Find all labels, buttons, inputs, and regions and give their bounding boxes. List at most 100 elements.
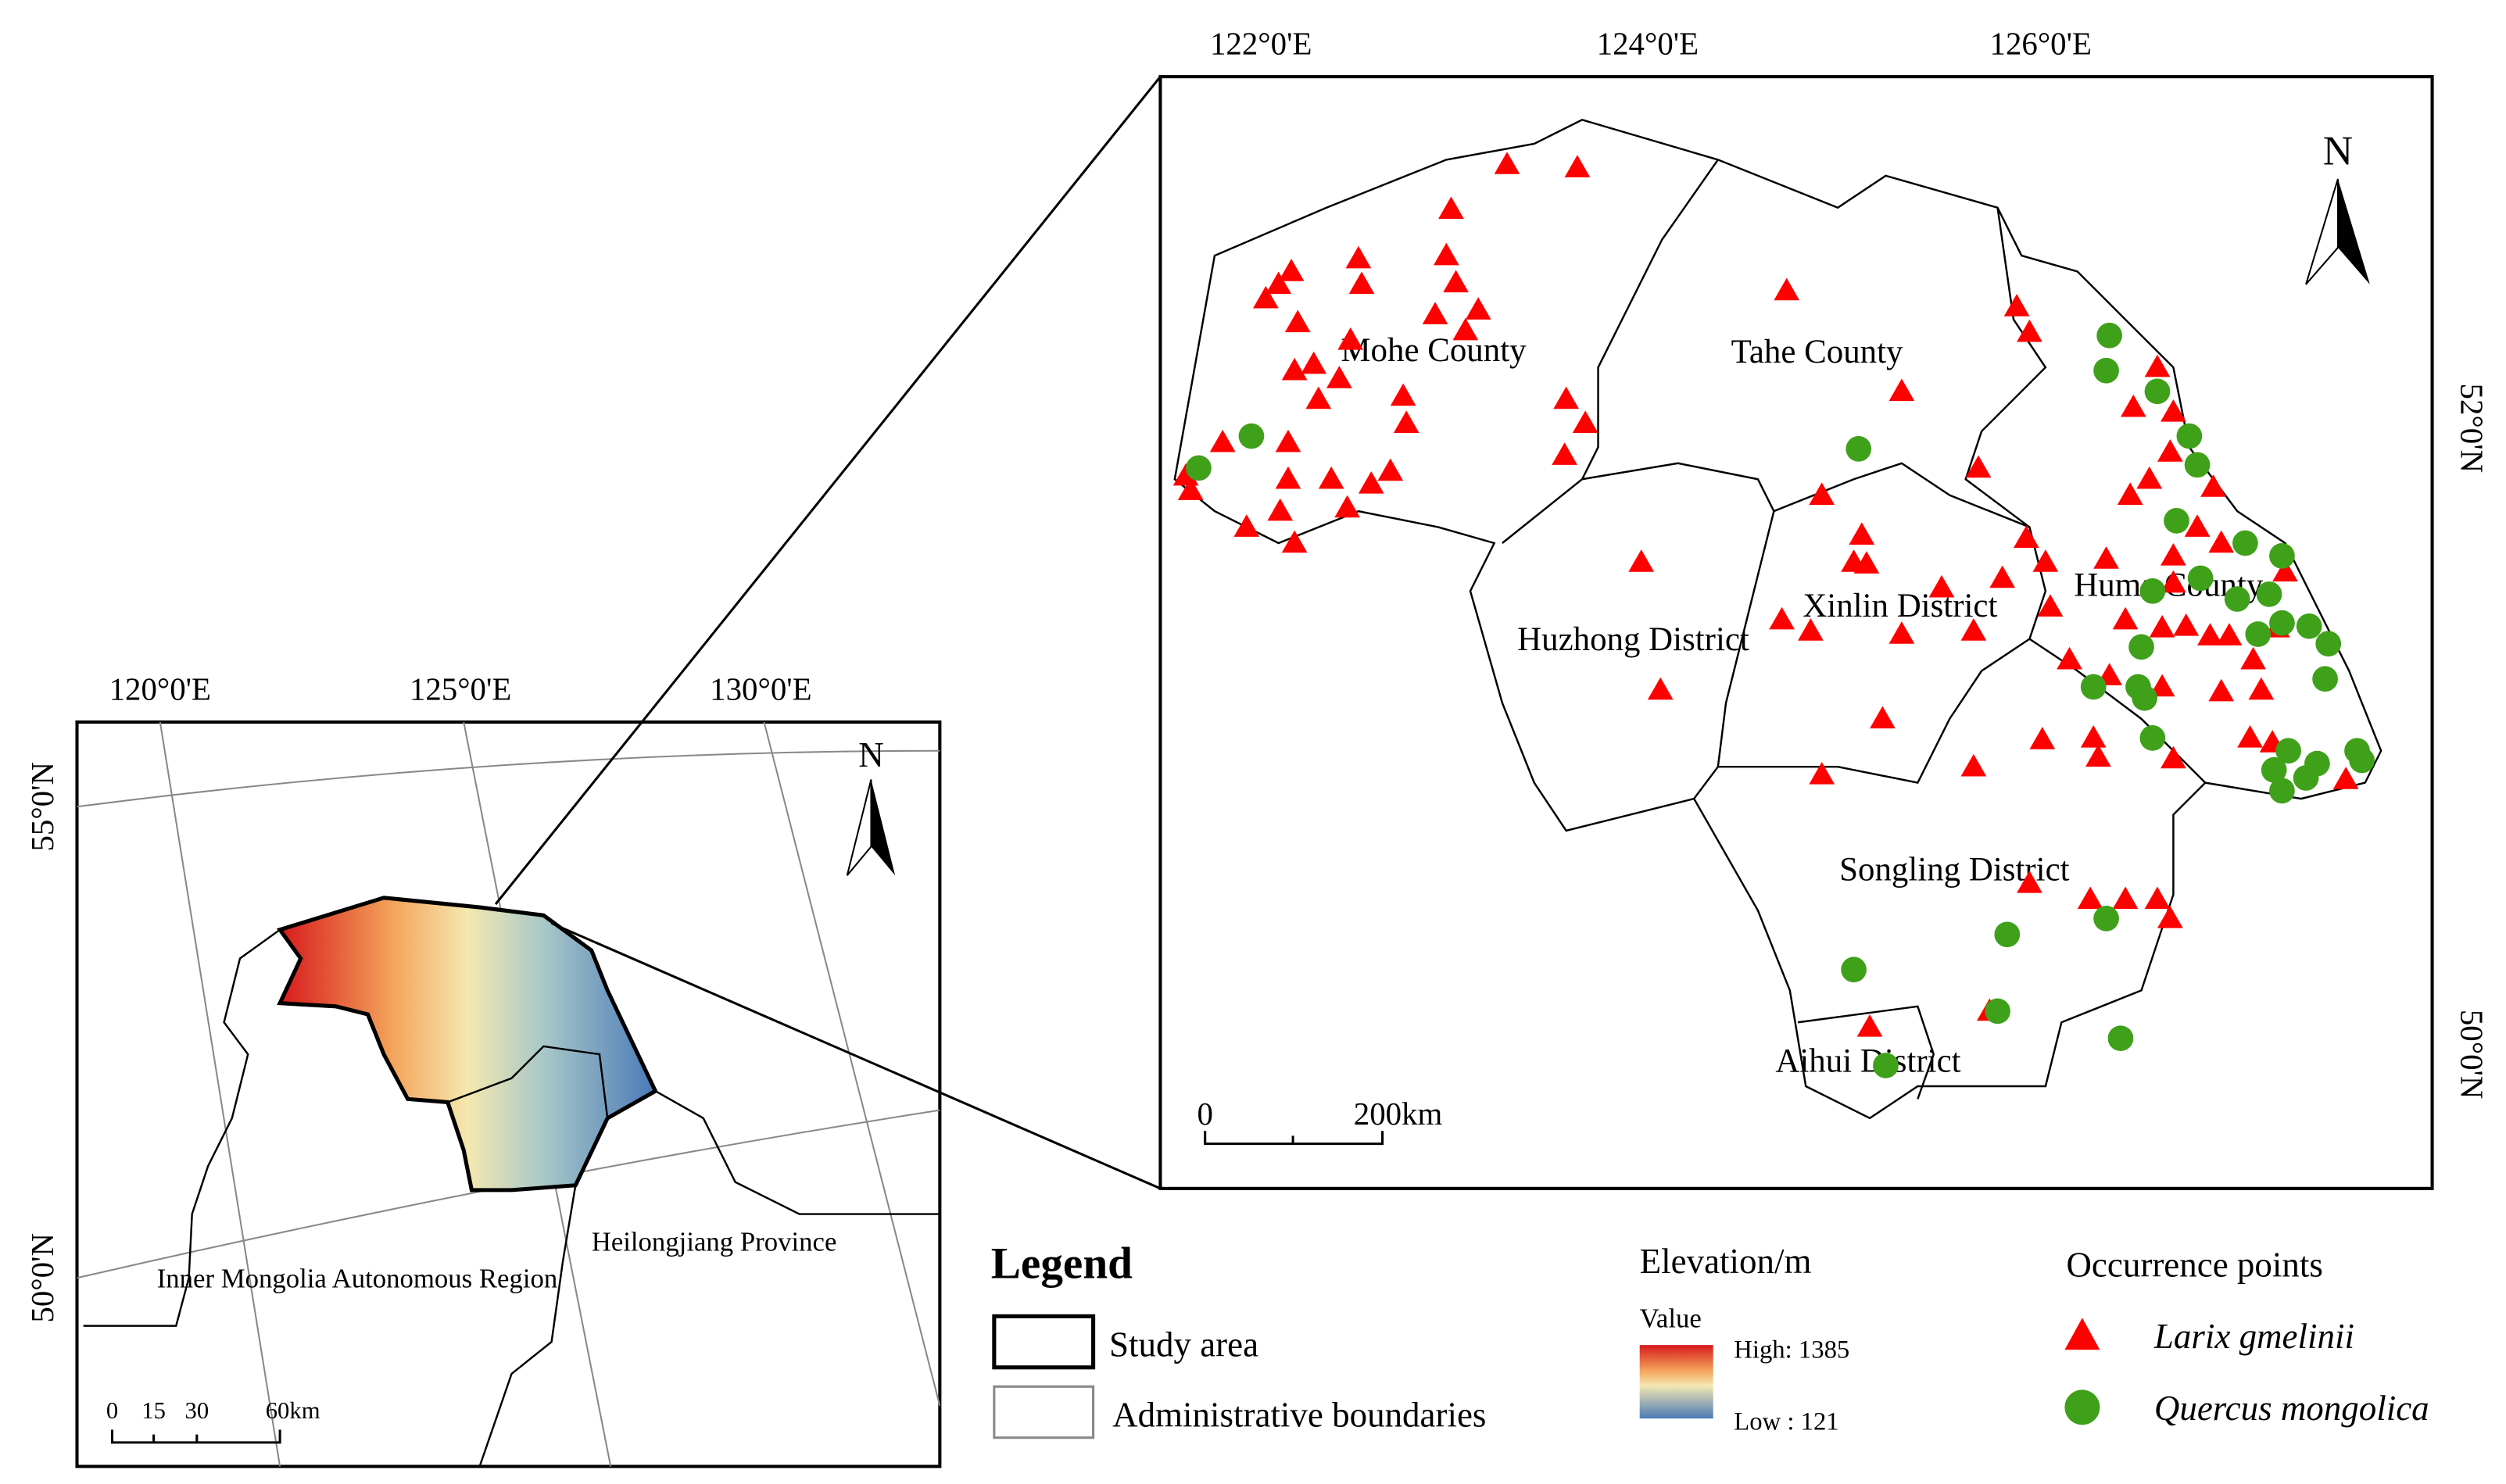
species-label: Quercus mongolica (2154, 1389, 2429, 1428)
larix-point (1494, 152, 1520, 174)
north-label: N (2323, 129, 2353, 174)
legend-title: Legend (991, 1239, 1133, 1288)
larix-point (2272, 559, 2298, 582)
legend-label: Study area (1109, 1325, 1258, 1364)
larix-point (1465, 297, 1491, 320)
larix-point (1334, 495, 1360, 518)
larix-point (1267, 498, 1294, 521)
lon-label: 122°0'E (1210, 27, 1312, 62)
larix-point (1870, 706, 1896, 729)
quercus-point (2187, 565, 2214, 592)
lon-label: 125°0'E (410, 671, 511, 706)
larix-point (1390, 383, 1416, 406)
larix-point (1928, 574, 1955, 598)
larix-point (1452, 317, 1479, 341)
larix-point (1552, 442, 1577, 465)
quercus-point (2080, 674, 2107, 700)
larix-point (2080, 725, 2107, 748)
graticule (77, 721, 941, 1467)
larix-point (1572, 410, 1598, 433)
admin-boundary (654, 1090, 940, 1215)
larix-point (2037, 594, 2064, 617)
larix-point (1172, 463, 1199, 486)
district-label: Tahe County (1731, 334, 1903, 370)
larix-point (2161, 543, 2186, 566)
district-label: Huzhong District (1517, 621, 1749, 658)
quercus-point (2107, 1025, 2134, 1052)
quercus-point (2275, 738, 2301, 764)
larix-point (2161, 399, 2186, 422)
larix-point (2208, 530, 2235, 553)
larix-point (1965, 455, 1992, 478)
larix-point (2085, 744, 2111, 767)
quercus-point (1238, 423, 1265, 449)
larix-point (2157, 906, 2183, 928)
larix-point (2057, 646, 2082, 670)
north-label: N (858, 735, 883, 774)
larix-point (2157, 439, 2183, 462)
larix-point (1177, 477, 1204, 500)
elevation-subtitle: Value (1640, 1303, 1702, 1334)
scale-label: 30 (184, 1397, 209, 1424)
quercus-point (2293, 765, 2319, 791)
larix-point (2003, 294, 2030, 316)
larix-point (2240, 646, 2266, 670)
larix-point (2144, 354, 2171, 377)
larix-point (2112, 886, 2139, 910)
larix-point (1345, 245, 1372, 269)
larix-point (1358, 471, 1384, 494)
quercus-point (2132, 685, 2157, 711)
quercus-point (2184, 452, 2211, 478)
species-label: Larix gmelinii (2153, 1317, 2354, 1356)
larix-point (1647, 677, 1674, 700)
larix-point (1284, 309, 1311, 333)
study-area (276, 896, 658, 1193)
larix-point (2014, 525, 2039, 549)
quercus-point (2256, 581, 2282, 607)
district-label: Xinlin District (1803, 588, 1997, 624)
lat-label: 50°0'N (2454, 1010, 2489, 1100)
larix-point (1888, 378, 1915, 402)
larix-point (1253, 285, 1279, 309)
larix-point (2173, 613, 2200, 636)
lat-label: 52°0'N (2454, 384, 2489, 474)
larix-point (1281, 530, 1308, 553)
larix-point (2144, 886, 2171, 910)
larix-point (1564, 155, 1591, 177)
quercus-point (2349, 747, 2375, 774)
larix-point (1553, 386, 1580, 409)
quercus-point (2245, 621, 2272, 647)
larix-point (1275, 429, 1301, 452)
larix-point (2117, 482, 2143, 505)
larix-point (2208, 678, 2235, 702)
larix-point (1989, 565, 2016, 588)
district-boundary (1964, 207, 2047, 528)
legend-swatch (992, 1314, 1096, 1370)
larix-point (1443, 270, 1469, 293)
quercus-point (2093, 906, 2119, 932)
larix-point (1849, 522, 1875, 545)
region-label: Inner Mongolia Autonomous Region (157, 1264, 558, 1294)
quercus-point (2261, 756, 2287, 783)
lon-label: 130°0'E (710, 671, 811, 706)
larix-point (1809, 762, 1835, 785)
legend-swatch (993, 1385, 1095, 1439)
district-boundary (1502, 159, 1719, 544)
larix-point (1377, 458, 1404, 481)
larix-point (1281, 357, 1308, 381)
admin-boundary (478, 1185, 577, 1467)
larix-point (2216, 623, 2243, 645)
larix-point (1438, 196, 1464, 220)
quercus-point (2093, 357, 2119, 384)
quercus-point (2269, 543, 2295, 569)
larix-point (1318, 466, 1344, 489)
larix-point (1275, 466, 1301, 489)
larix-point (1769, 606, 1795, 630)
larix-point (2332, 767, 2359, 789)
district-label: Aihui District (1775, 1043, 1960, 1080)
quercus-point (2128, 634, 2154, 660)
larix-point (2184, 514, 2211, 537)
district-boundary (1581, 462, 1775, 799)
region-label: Heilongjiang Province (592, 1227, 837, 1257)
larix-point (1433, 242, 1459, 266)
